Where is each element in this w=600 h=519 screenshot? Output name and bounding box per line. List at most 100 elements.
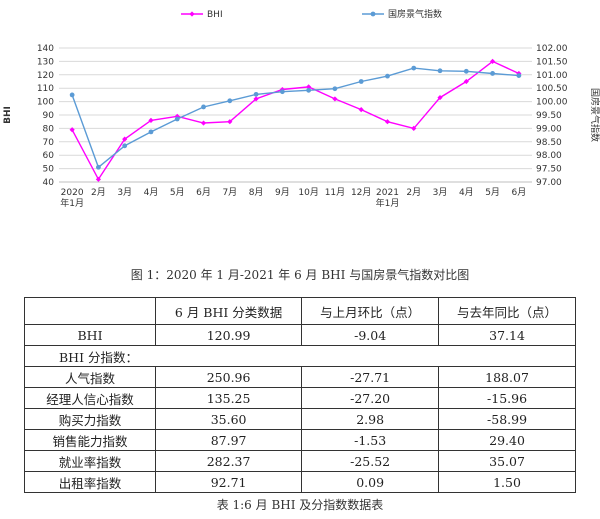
x-tick-label: 4月 xyxy=(144,187,159,198)
x-tick-label: 6月 xyxy=(511,187,526,198)
x-tick-label: 4月 xyxy=(459,187,474,198)
data-point xyxy=(201,104,206,110)
table-cell-mom-change: -27.20 xyxy=(301,387,440,409)
table-cell-mom-change: 2.98 xyxy=(301,408,440,430)
y-tick-label: 130 xyxy=(37,57,54,67)
data-point xyxy=(516,73,522,79)
chart-gridlines xyxy=(59,47,532,183)
data-point xyxy=(95,176,102,182)
table-cell-june-value: 35.60 xyxy=(154,408,303,430)
data-point xyxy=(200,120,207,126)
table-row: 出租率指数 92.71 0.09 1.50 xyxy=(24,471,576,493)
data-point xyxy=(227,119,233,125)
y-tick-label: 90 xyxy=(43,111,55,121)
x-tick-label: 2月 xyxy=(91,187,106,198)
data-point xyxy=(358,107,364,113)
table-header-yoy: 与去年同比（点） xyxy=(438,297,576,325)
legend-marker xyxy=(370,11,376,17)
y-tick-label: 110 xyxy=(37,84,54,94)
table-row-label: 经理人信心指数 xyxy=(24,387,156,409)
x-tick-label: 2021 年1月 xyxy=(376,188,400,209)
y2-tick-label: 97.00 xyxy=(536,178,562,188)
y2-tick-label: 100.00 xyxy=(536,98,568,108)
x-tick-label: 3月 xyxy=(433,187,448,198)
y-tick-label: 140 xyxy=(37,44,54,54)
x-tick-label: 2月 xyxy=(406,187,421,198)
table-cell-mom-change: -25.52 xyxy=(301,450,440,472)
y2-tick-label: 99.50 xyxy=(536,111,562,121)
y-tick-label: 70 xyxy=(43,138,55,148)
x-tick-label: 8月 xyxy=(249,187,264,198)
x-tick-label: 5月 xyxy=(170,187,185,198)
data-point xyxy=(332,86,338,92)
table-cell-yoy-change: 1.50 xyxy=(438,471,576,493)
data-point xyxy=(96,164,101,170)
y-axis-title: BHI xyxy=(3,106,13,124)
table-cell-june-value: 87.97 xyxy=(154,429,303,451)
data-point xyxy=(384,119,391,125)
table-cell-yoy-change: 37.14 xyxy=(438,324,576,346)
y-tick-label: 60 xyxy=(43,151,55,161)
y2-tick-label: 97.50 xyxy=(536,165,562,175)
table-caption: 表 1:6 月 BHI 及分指数数据表 xyxy=(216,498,384,512)
table-cell-yoy-change: 35.07 xyxy=(438,450,576,472)
data-point xyxy=(148,129,154,135)
figure-caption: 图 1：2020 年 1 月-2021 年 6 月 BHI 与国房景气指数对比图 xyxy=(130,268,470,282)
table-cell-yoy-change: 188.07 xyxy=(438,366,576,388)
x-tick-label: 6月 xyxy=(196,187,211,198)
y2-tick-label: 102.00 xyxy=(536,44,568,54)
table-row: 销售能力指数 87.97 -1.53 29.40 xyxy=(24,429,576,451)
y2-tick-label: 101.00 xyxy=(536,71,568,81)
data-point xyxy=(306,84,312,90)
data-point xyxy=(227,98,233,104)
data-point xyxy=(490,71,495,76)
x-tick-label: 3月 xyxy=(117,187,132,198)
x-tick-label: 9月 xyxy=(275,187,290,198)
y-tick-label: 120 xyxy=(37,71,54,81)
x-tick-label: 11月 xyxy=(325,187,345,198)
table-cell-mom-change: -1.53 xyxy=(301,429,440,451)
y2-tick-label: 100.50 xyxy=(536,84,568,94)
data-point xyxy=(122,136,128,142)
data-point xyxy=(332,96,338,102)
y2-tick-label: 101.50 xyxy=(536,57,568,67)
x-tick-label: 12月 xyxy=(351,187,371,198)
data-point xyxy=(411,65,417,71)
table-cell-june-value: 135.25 xyxy=(154,387,303,409)
data-point xyxy=(411,125,417,131)
table-row: 就业率指数 282.37 -25.52 35.07 xyxy=(24,450,576,472)
data-point xyxy=(489,58,496,64)
y-tick-label: 80 xyxy=(43,124,55,134)
bhi-data-table: 6 月 BHI 分类数据 与上月环比（点） 与去年同比（点） BHI 120.99… xyxy=(24,297,576,493)
x-tick-label: 2020 年1月 xyxy=(60,188,84,209)
y2-tick-label: 98.50 xyxy=(536,138,562,148)
table-row: 购买力指数 35.60 2.98 -58.99 xyxy=(24,408,576,430)
table-row-label: BHI xyxy=(24,324,156,346)
table-header-mom: 与上月环比（点） xyxy=(301,297,440,325)
data-point xyxy=(122,143,128,149)
legend-label: 国房景气指数 xyxy=(388,8,442,20)
chart-axes: 40 50 60 70 80 90 100 110 120 130 140 97.00 97.50 98.… xyxy=(3,44,600,209)
y2-tick-label: 98.00 xyxy=(536,151,562,161)
data-point xyxy=(69,127,75,133)
series-line-1 xyxy=(71,67,519,169)
table-row: BHI 分指数： xyxy=(24,345,576,367)
legend-marker xyxy=(189,11,195,17)
table-header-row: 6 月 BHI 分类数据 与上月环比（点） 与去年同比（点） xyxy=(24,297,576,325)
data-point xyxy=(253,96,259,102)
x-tick-label: 10月 xyxy=(298,187,318,198)
legend-label: BHI xyxy=(207,10,223,20)
data-point xyxy=(463,68,469,74)
chart-legend: BHI 国房景气指数 xyxy=(181,8,442,20)
table-cell-yoy-change: -15.96 xyxy=(438,387,576,409)
data-point xyxy=(279,89,285,95)
x-tick-label: 7月 xyxy=(222,187,237,198)
y-tick-label: 40 xyxy=(43,178,55,188)
table-row-label: 购买力指数 xyxy=(24,408,156,430)
data-point xyxy=(437,68,443,74)
series-line-0 xyxy=(71,60,520,181)
table-row-label: 就业率指数 xyxy=(24,450,156,472)
x-tick-label: 5月 xyxy=(485,187,500,198)
table-cell-yoy-change: 29.40 xyxy=(438,429,576,451)
y2-axis-title: 国房景气指数 xyxy=(589,88,600,142)
